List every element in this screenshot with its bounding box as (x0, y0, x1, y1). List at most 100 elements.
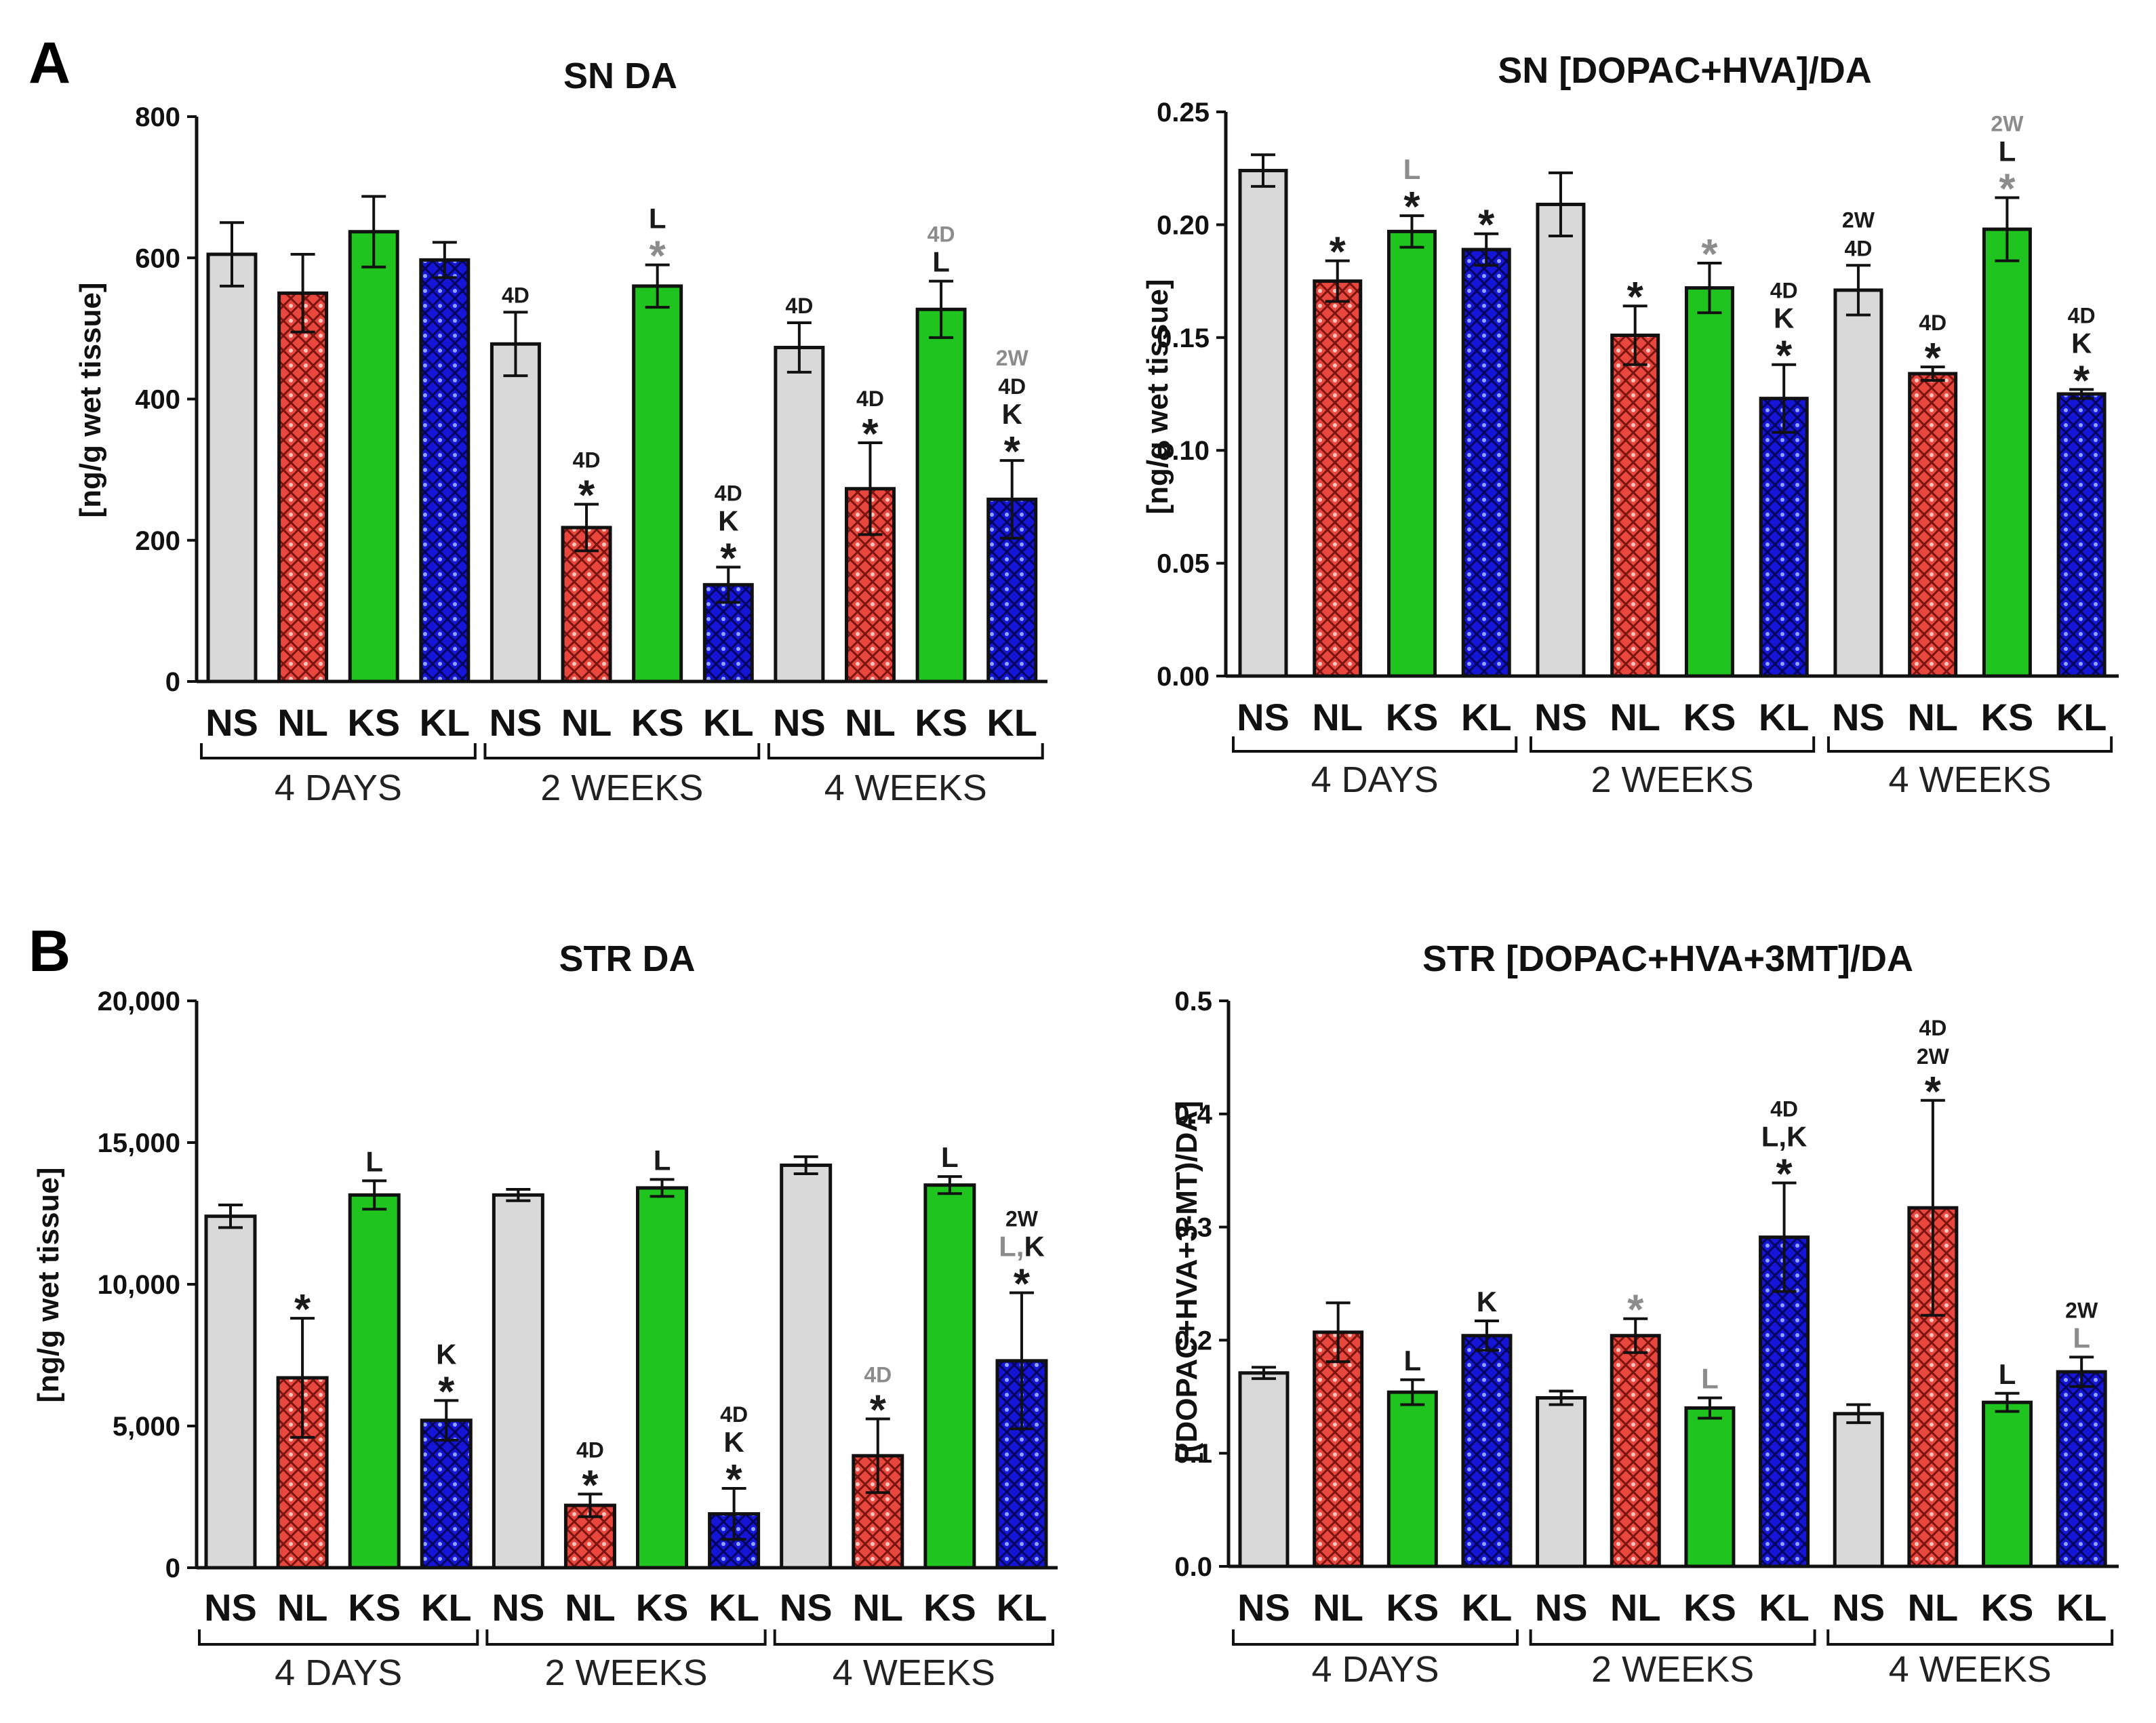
y-tick-label: 600 (135, 243, 180, 273)
bar-ks (1386, 1390, 1438, 1568)
bar-kl (1461, 1334, 1513, 1568)
x-tick-label: KL (1759, 1586, 1810, 1629)
x-tick-label: NS (1237, 1586, 1290, 1629)
significance-star: * (294, 1286, 311, 1333)
significance-label: 4D (576, 1438, 604, 1462)
significance-star: * (1014, 1261, 1031, 1308)
bar-nl (1908, 372, 1958, 678)
bar-ks (1982, 227, 2032, 678)
significance-label: L (1999, 135, 2016, 167)
bar-nl (277, 291, 329, 684)
significance-label: 2W (1917, 1044, 1950, 1069)
significance-star: * (720, 535, 737, 582)
bar-nl (1610, 1334, 1661, 1568)
bar-ks (348, 1193, 401, 1570)
bar-ks (915, 307, 967, 684)
significance-label: 4D (573, 448, 601, 473)
bar-ns (204, 1214, 257, 1570)
bar-ns (1833, 1412, 1884, 1568)
bar-kl (1759, 397, 1809, 678)
significance-label: 2W (1842, 207, 1875, 232)
group-bracket (767, 743, 1044, 759)
bar-ks (632, 284, 683, 684)
x-tick-label: KS (1386, 1586, 1439, 1629)
x-tick-label: NS (1832, 1586, 1885, 1629)
bar-ns (1238, 169, 1288, 678)
panel-label-a: A (28, 31, 71, 96)
x-tick-label: KL (1461, 696, 1512, 738)
y-axis-label: [(DOPAC+HVA+3-MT)/DA] (1170, 1101, 1203, 1463)
group-bracket (1826, 736, 2113, 753)
bar-ns (1833, 288, 1883, 678)
x-tick-label: NL (277, 701, 328, 744)
x-tick-label: NS (1237, 696, 1290, 738)
x-tick-label: NS (204, 1586, 257, 1629)
x-tick-label: NS (490, 701, 542, 744)
chart-title: STR [DOPAC+HVA+3MT]/DA (1422, 938, 1913, 979)
group-label: 4 WEEKS (833, 1652, 995, 1693)
significance-label: K (1002, 398, 1022, 430)
x-tick-label: NL (277, 1586, 328, 1629)
bar-ks (1684, 1406, 1736, 1568)
significance-star: * (2073, 357, 2090, 404)
significance-star: * (1627, 274, 1644, 321)
y-axis-label: [ng/g wet tissue] (74, 282, 107, 517)
y-tick-label: 0.05 (1157, 549, 1210, 579)
significance-star: * (870, 1387, 887, 1434)
significance-star: * (1925, 335, 1942, 382)
x-tick-label: KS (1980, 696, 2033, 738)
significance-star: * (1701, 231, 1718, 278)
x-tick-label: NS (492, 1586, 544, 1629)
significance-label: K (723, 1426, 744, 1458)
y-tick-label: 400 (135, 385, 180, 415)
significance-label: 4D (502, 283, 530, 307)
significance-star: * (726, 1457, 743, 1503)
y-tick-label: 0.20 (1157, 210, 1210, 240)
x-tick-label: KS (1683, 1586, 1736, 1629)
y-tick-label: 200 (135, 526, 180, 556)
bar-kl (2056, 392, 2107, 678)
significance-label: 4D (1919, 1016, 1947, 1040)
y-tick-label: 0.0 (1174, 1552, 1212, 1582)
significance-label: 4D (864, 1363, 892, 1387)
x-tick-label: NL (565, 1586, 616, 1629)
y-tick-label: 15,000 (98, 1128, 180, 1158)
chart-title: SN DA (563, 56, 677, 96)
y-axis-label: [ng/g wet tissue] (1141, 279, 1174, 514)
significance-star: * (582, 1462, 599, 1509)
x-tick-label: KS (348, 1586, 401, 1629)
panel-label-b: B (28, 919, 71, 984)
significance-label: 4D (785, 294, 813, 318)
significance-star: * (578, 473, 595, 519)
x-tick-label: NL (1908, 1586, 1959, 1629)
significance-star: * (1776, 333, 1793, 380)
x-tick-label: NL (1313, 1586, 1363, 1629)
group-bracket (1529, 1629, 1816, 1646)
bar-ns (492, 1193, 544, 1570)
significance-label: 2W (1991, 111, 2024, 136)
y-tick-label: 0.5 (1174, 987, 1212, 1016)
significance-star: * (1330, 229, 1346, 276)
y-tick-label: 0.2 (1174, 1326, 1212, 1355)
chart-title: SN [DOPAC+HVA]/DA (1498, 50, 1872, 91)
bar-ns (206, 252, 258, 684)
chart-str-da: STR DA [ng/g wet tissue] 0 5,000 10,000 15,00… (32, 938, 1058, 1693)
significance-label: K (1774, 302, 1794, 334)
bar-kl (1461, 247, 1511, 678)
x-tick-label: KS (923, 1586, 976, 1629)
x-tick-label: NL (852, 1586, 903, 1629)
group-label: 2 WEEKS (1591, 1649, 1754, 1690)
significance-label: L (365, 1145, 383, 1177)
y-tick-label: 800 (135, 102, 180, 132)
significance-label: K (2071, 327, 2092, 359)
group-bracket (485, 1629, 767, 1646)
x-tick-label: KS (1683, 696, 1736, 738)
significance-label: L,K (1761, 1121, 1808, 1153)
significance-label: K (1477, 1286, 1497, 1318)
x-tick-label: NS (1535, 1586, 1588, 1629)
bar-ks (923, 1183, 976, 1570)
y-tick-label: 0.00 (1157, 662, 1210, 692)
group-bracket (483, 743, 761, 759)
significance-label: 4D (715, 481, 742, 505)
x-tick-label: KL (421, 1586, 472, 1629)
